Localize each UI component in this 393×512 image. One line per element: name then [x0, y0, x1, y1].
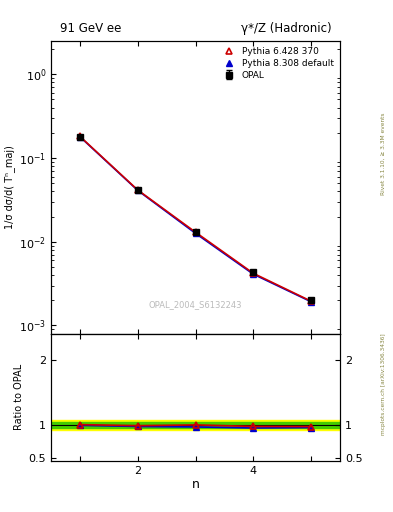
Pythia 6.428 370: [251, 270, 256, 276]
Line: Pythia 8.308 default: Pythia 8.308 default: [77, 133, 314, 305]
Pythia 8.308 default: [136, 187, 140, 194]
Y-axis label: 1/σ dσ/d( Tⁿ_maj): 1/σ dσ/d( Tⁿ_maj): [4, 145, 15, 229]
Bar: [51, 422, 340, 428]
Pythia 6.428 370: [136, 187, 140, 193]
Text: mcplots.cern.ch [arXiv:1306.3436]: mcplots.cern.ch [arXiv:1306.3436]: [381, 333, 386, 435]
Line: Pythia 6.428 370: Pythia 6.428 370: [77, 133, 314, 305]
Pythia 8.308 default: [78, 134, 83, 140]
Pythia 8.308 default: [193, 230, 198, 237]
Pythia 8.308 default: [309, 298, 314, 305]
Text: OPAL_2004_S6132243: OPAL_2004_S6132243: [149, 300, 242, 309]
Text: γ*/Z (Hadronic): γ*/Z (Hadronic): [241, 22, 331, 35]
Pythia 8.308 default: [251, 271, 256, 277]
X-axis label: n: n: [191, 478, 200, 492]
Pythia 6.428 370: [193, 229, 198, 236]
Bar: [51, 420, 340, 430]
Pythia 6.428 370: [78, 133, 83, 139]
Text: Rivet 3.1.10, ≥ 3.3M events: Rivet 3.1.10, ≥ 3.3M events: [381, 112, 386, 195]
Text: 91 GeV ee: 91 GeV ee: [60, 22, 121, 35]
Legend: Pythia 6.428 370, Pythia 8.308 default, OPAL: Pythia 6.428 370, Pythia 8.308 default, …: [219, 46, 336, 81]
Pythia 6.428 370: [309, 298, 314, 304]
Y-axis label: Ratio to OPAL: Ratio to OPAL: [15, 364, 24, 430]
